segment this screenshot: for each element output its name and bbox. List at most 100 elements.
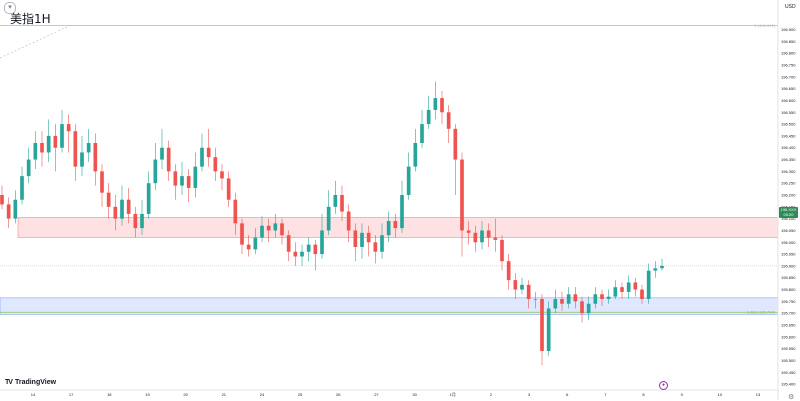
candle-body (286, 235, 291, 252)
candle-body (166, 147, 171, 172)
candle-body (306, 244, 311, 252)
y-tick-label: 196.450 (781, 133, 796, 138)
candle-body (113, 206, 118, 219)
resistance-zone (17, 217, 779, 238)
y-tick-label: 195.800 (781, 287, 796, 292)
x-tick-label: 27 (374, 392, 379, 397)
gear-icon[interactable]: ⚙ (788, 394, 795, 401)
candles (0, 81, 664, 366)
candle-body (593, 294, 598, 304)
candle-body (466, 230, 471, 233)
candle-body (386, 221, 391, 236)
candle-body (493, 237, 498, 240)
y-tick-label: 196.400 (781, 145, 796, 150)
tradingview-logo: TV TradingView (5, 379, 56, 386)
candle-body (586, 303, 591, 314)
time-axis: 14 17 18 19 20 21 24 25 26 27 30 1月 2 3 6 7 8 9 10 13 (0, 389, 778, 397)
candle-body (620, 287, 624, 292)
candle-body (80, 152, 84, 167)
candle-body (260, 225, 264, 238)
candle-body (500, 239, 504, 262)
x-tick-label: 17 (69, 392, 74, 397)
x-tick-label: 24 (260, 392, 265, 397)
candle-body (320, 230, 324, 255)
y-tick-label: 195.650 (781, 323, 796, 328)
y-tick-label: 196.700 (781, 74, 796, 79)
candle-body (213, 157, 218, 172)
candle-body (446, 112, 451, 129)
y-tick-label: 196.350 (781, 157, 796, 162)
y-tick-label: 196.550 (781, 110, 796, 115)
tradingview-mark-icon: TV (5, 379, 13, 386)
candle-body (433, 98, 438, 110)
y-tick-label: 195.850 (781, 275, 796, 280)
candle-body (253, 237, 258, 250)
candle-body (293, 251, 298, 257)
candle-body (60, 124, 64, 148)
y-tick-label: 195.900 (781, 263, 796, 268)
candle-body (526, 284, 531, 299)
candle-body (180, 176, 184, 186)
candle-body (646, 270, 651, 299)
candle-body (220, 171, 224, 179)
candle-body (0, 195, 4, 205)
candle-body (146, 183, 151, 214)
candle-body (626, 282, 631, 292)
y-tick-label: 195.550 (781, 346, 796, 351)
x-tick-label: 2 (490, 392, 493, 397)
x-tick-label: 25 (298, 392, 303, 397)
y-tick-label: 196.100 (781, 216, 796, 221)
x-tick-label: 9 (681, 392, 684, 397)
candle-body (566, 294, 571, 304)
y-tick-label: 195.600 (781, 334, 796, 339)
collapse-button[interactable]: ▾ (4, 2, 16, 14)
chart-title: 美指1H (10, 12, 51, 26)
candle-body (406, 166, 411, 195)
y-tick-label: 195.750 (781, 299, 796, 304)
level-label: 0.382 (195.704) (747, 310, 776, 315)
x-tick-label: 10 (718, 392, 723, 397)
candle-body (413, 143, 418, 167)
y-tick-label: 195.950 (781, 252, 796, 257)
y-tick-label: 196.150 (781, 204, 796, 209)
candle-body (486, 230, 491, 238)
candle-body (426, 109, 431, 125)
x-tick-label: 18 (107, 392, 112, 397)
candle-body (400, 195, 404, 229)
candle-body (226, 178, 231, 200)
current-time: 00:20 (783, 212, 794, 217)
candle-body (233, 199, 238, 224)
y-tick-label: 196.500 (781, 122, 796, 127)
y-tick-label: 196.000 (781, 240, 796, 245)
y-tick-label: 196.900 (781, 27, 796, 32)
candle-body (380, 235, 384, 252)
x-tick-label: 8 (642, 392, 645, 397)
candle-body (153, 159, 158, 184)
candle-body (573, 294, 578, 302)
candle-body (246, 244, 251, 250)
candle-body (533, 299, 538, 300)
candle-body (140, 213, 144, 229)
candle-body (86, 143, 91, 153)
candle-body (206, 147, 211, 158)
x-tick-label: 13 (756, 392, 761, 397)
x-tick-label: 3 (528, 392, 531, 397)
candle-body (26, 159, 31, 177)
candle-body (313, 244, 318, 255)
candle-body (506, 261, 511, 281)
candle-body (40, 143, 44, 153)
y-tick-label: 196.250 (781, 181, 796, 186)
y-tick-label: 196.850 (781, 39, 796, 44)
candle-body (193, 166, 198, 188)
candle-body (326, 206, 331, 231)
candle-body (606, 296, 611, 299)
candle-body (513, 280, 518, 290)
event-marker-icon[interactable]: ● (659, 381, 668, 390)
price-axis: 196.900 196.850 196.800 196.750 196.700 196.6… (777, 0, 796, 400)
candle-body (560, 299, 564, 304)
candle-body (266, 225, 271, 231)
candle-body (93, 143, 98, 172)
y-tick-label: 195.500 (781, 358, 796, 363)
candle-body (6, 204, 11, 219)
